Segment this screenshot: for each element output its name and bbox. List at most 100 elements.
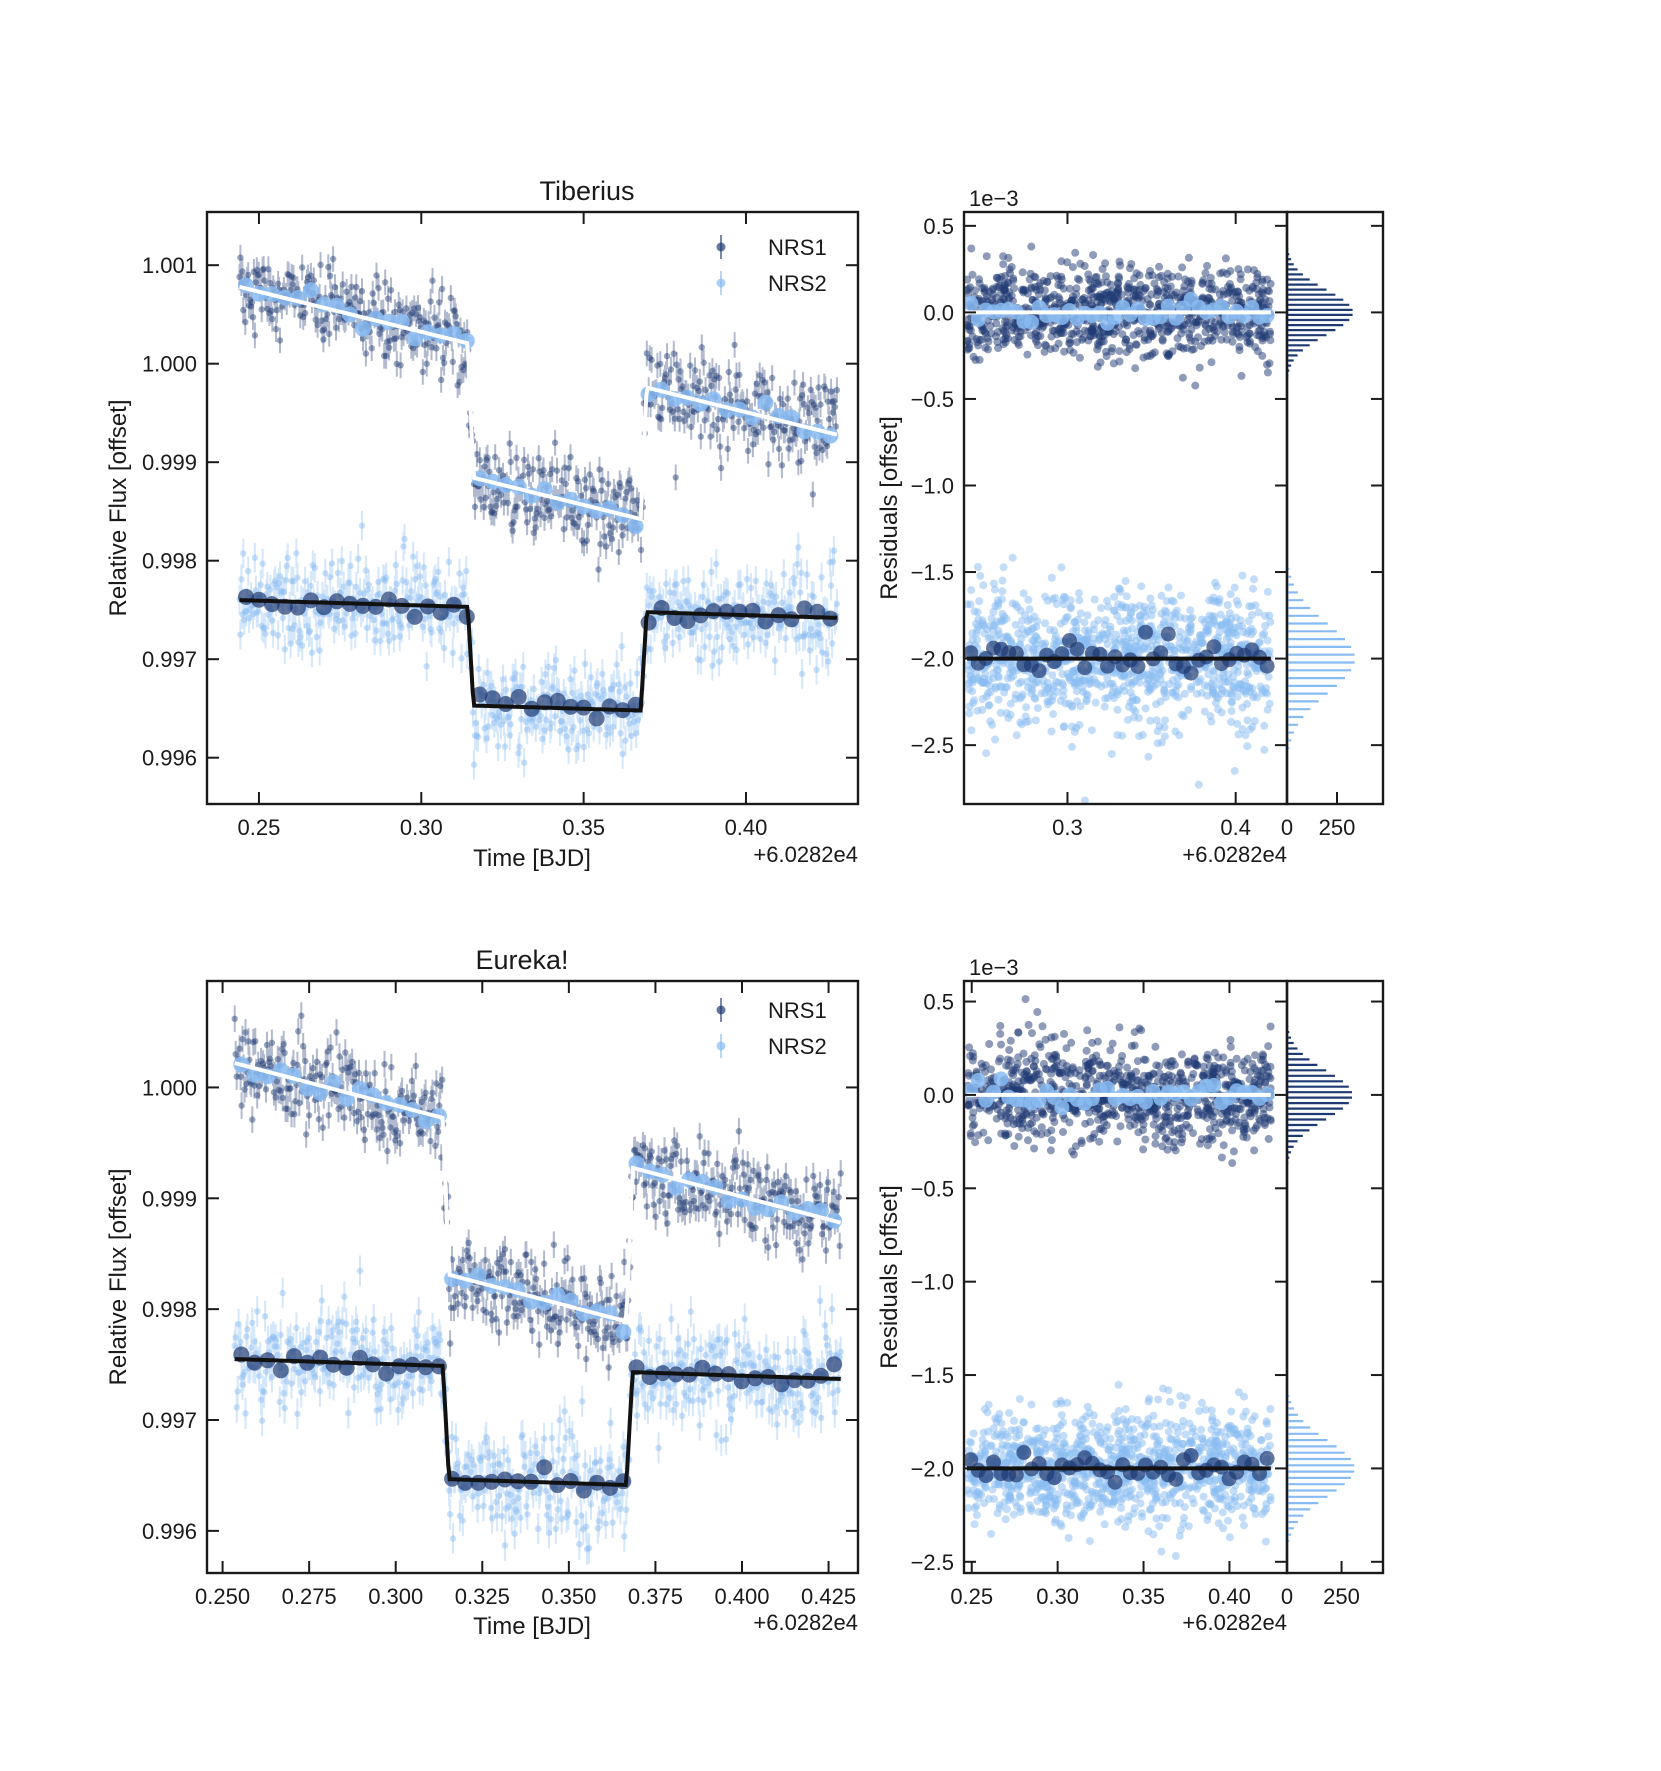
data-point-nrs1 xyxy=(741,1216,748,1224)
data-point-nrs1 xyxy=(641,1144,649,1152)
data-point-nrs2 xyxy=(242,1410,249,1417)
data-point-nrs2 xyxy=(294,574,301,581)
residual-point-nrs2 xyxy=(1030,693,1039,702)
data-point-nrs1 xyxy=(392,335,399,342)
data-point-nrs1 xyxy=(488,509,495,516)
data-point-nrs2 xyxy=(532,1443,539,1450)
residual-point-nrs2 xyxy=(1083,611,1092,620)
data-point-nrs1 xyxy=(410,344,417,352)
residual-point-nrs2 xyxy=(976,571,985,580)
y-tick-label: 0.996 xyxy=(142,1519,197,1544)
data-point-nrs2 xyxy=(338,557,345,565)
data-point-nrs2 xyxy=(449,649,456,656)
data-point-nrs2 xyxy=(261,1313,269,1320)
data-point-nrs2 xyxy=(547,1516,555,1523)
data-point-nrs1 xyxy=(673,361,680,368)
residual-point-nrs2 xyxy=(1012,731,1021,740)
data-point-nrs1 xyxy=(793,1240,800,1247)
data-point-nrs2 xyxy=(800,632,808,640)
data-point-nrs1 xyxy=(477,496,484,503)
data-point-nrs2 xyxy=(521,759,528,766)
data-point-nrs2 xyxy=(599,670,606,678)
data-point-nrs1 xyxy=(250,268,258,275)
data-point-nrs2 xyxy=(604,724,611,731)
residual-point-nrs2 xyxy=(1186,614,1195,623)
data-point-nrs2 xyxy=(645,1337,652,1344)
data-point-nrs2 xyxy=(579,1398,586,1405)
data-point-nrs2 xyxy=(810,1390,817,1397)
data-point-nrs2 xyxy=(484,669,491,677)
residual-point-nrs1 xyxy=(1127,260,1136,268)
data-point-nrs2 xyxy=(812,1409,819,1417)
data-point-nrs2 xyxy=(259,560,266,567)
data-point-nrs1 xyxy=(280,1040,287,1048)
data-point-nrs2 xyxy=(689,1397,697,1405)
data-point-nrs2 xyxy=(833,600,841,608)
data-point-nrs1 xyxy=(798,457,805,465)
data-point-nrs1 xyxy=(428,344,435,351)
residual-point-nrs2 xyxy=(1141,704,1150,713)
residual-binned-point-nrs2 xyxy=(1069,641,1085,657)
data-point-nrs1 xyxy=(527,1316,534,1324)
data-point-nrs2 xyxy=(728,628,735,635)
data-point-nrs2 xyxy=(365,1374,372,1382)
data-point-nrs1 xyxy=(387,287,395,294)
data-point-nrs2 xyxy=(574,1452,581,1459)
data-point-nrs1 xyxy=(663,352,671,360)
data-point-nrs1 xyxy=(266,1055,274,1062)
data-point-nrs1 xyxy=(307,272,315,279)
data-point-nrs1 xyxy=(403,305,410,312)
residual-point-nrs1 xyxy=(1131,364,1140,373)
data-point-nrs2 xyxy=(655,1444,662,1452)
data-point-nrs1 xyxy=(659,1183,666,1190)
data-point-nrs2 xyxy=(631,1351,639,1358)
residual-point-nrs2 xyxy=(1029,680,1038,689)
data-point-nrs1 xyxy=(750,426,758,433)
residual-point-nrs1 xyxy=(1040,347,1049,356)
residual-point-nrs2 xyxy=(995,630,1003,639)
data-point-nrs2 xyxy=(809,632,816,640)
data-point-nrs2 xyxy=(668,1315,675,1323)
data-point-nrs1 xyxy=(797,395,804,402)
data-point-nrs1 xyxy=(574,523,581,530)
data-point-nrs1 xyxy=(435,1128,442,1135)
data-point-nrs1 xyxy=(664,1220,671,1227)
residual-point-nrs1 xyxy=(975,279,984,288)
data-point-nrs2 xyxy=(289,625,296,632)
residual-point-nrs2 xyxy=(1051,635,1060,644)
data-point-nrs2 xyxy=(282,577,289,584)
data-point-nrs2 xyxy=(786,589,793,596)
data-point-nrs1 xyxy=(291,1111,298,1118)
residual-point-nrs2 xyxy=(1025,605,1034,614)
data-point-nrs1 xyxy=(489,508,496,515)
data-point-nrs2 xyxy=(536,1485,544,1493)
residual-point-nrs1 xyxy=(974,341,983,350)
residual-point-nrs2 xyxy=(1241,731,1250,740)
residual-point-nrs1 xyxy=(1009,276,1018,285)
data-point-nrs2 xyxy=(782,1409,790,1416)
data-point-nrs1 xyxy=(684,412,691,419)
data-point-nrs1 xyxy=(813,449,820,457)
y-tick-label: 0.5 xyxy=(923,214,954,239)
data-point-nrs2 xyxy=(685,577,692,584)
data-point-nrs1 xyxy=(269,315,276,323)
data-point-nrs1 xyxy=(681,417,688,424)
data-point-nrs2 xyxy=(746,619,754,627)
data-point-nrs1 xyxy=(764,389,771,396)
legend-nrs2-marker xyxy=(716,278,726,288)
data-point-nrs1 xyxy=(368,345,375,352)
data-point-nrs1 xyxy=(652,1213,659,1221)
data-point-nrs2 xyxy=(293,1324,300,1332)
data-point-nrs1 xyxy=(799,1256,806,1263)
data-point-nrs1 xyxy=(342,1049,349,1056)
data-point-nrs1 xyxy=(702,1205,709,1212)
data-point-nrs2 xyxy=(245,615,253,622)
data-point-nrs1 xyxy=(547,1327,555,1334)
data-point-nrs1 xyxy=(390,335,398,342)
data-point-nrs2 xyxy=(593,682,600,690)
data-point-nrs1 xyxy=(795,459,802,466)
y-tick-label: 1.000 xyxy=(142,1075,197,1100)
data-point-nrs2 xyxy=(808,592,815,599)
data-point-nrs2 xyxy=(815,1394,822,1402)
data-point-nrs2 xyxy=(404,594,411,601)
